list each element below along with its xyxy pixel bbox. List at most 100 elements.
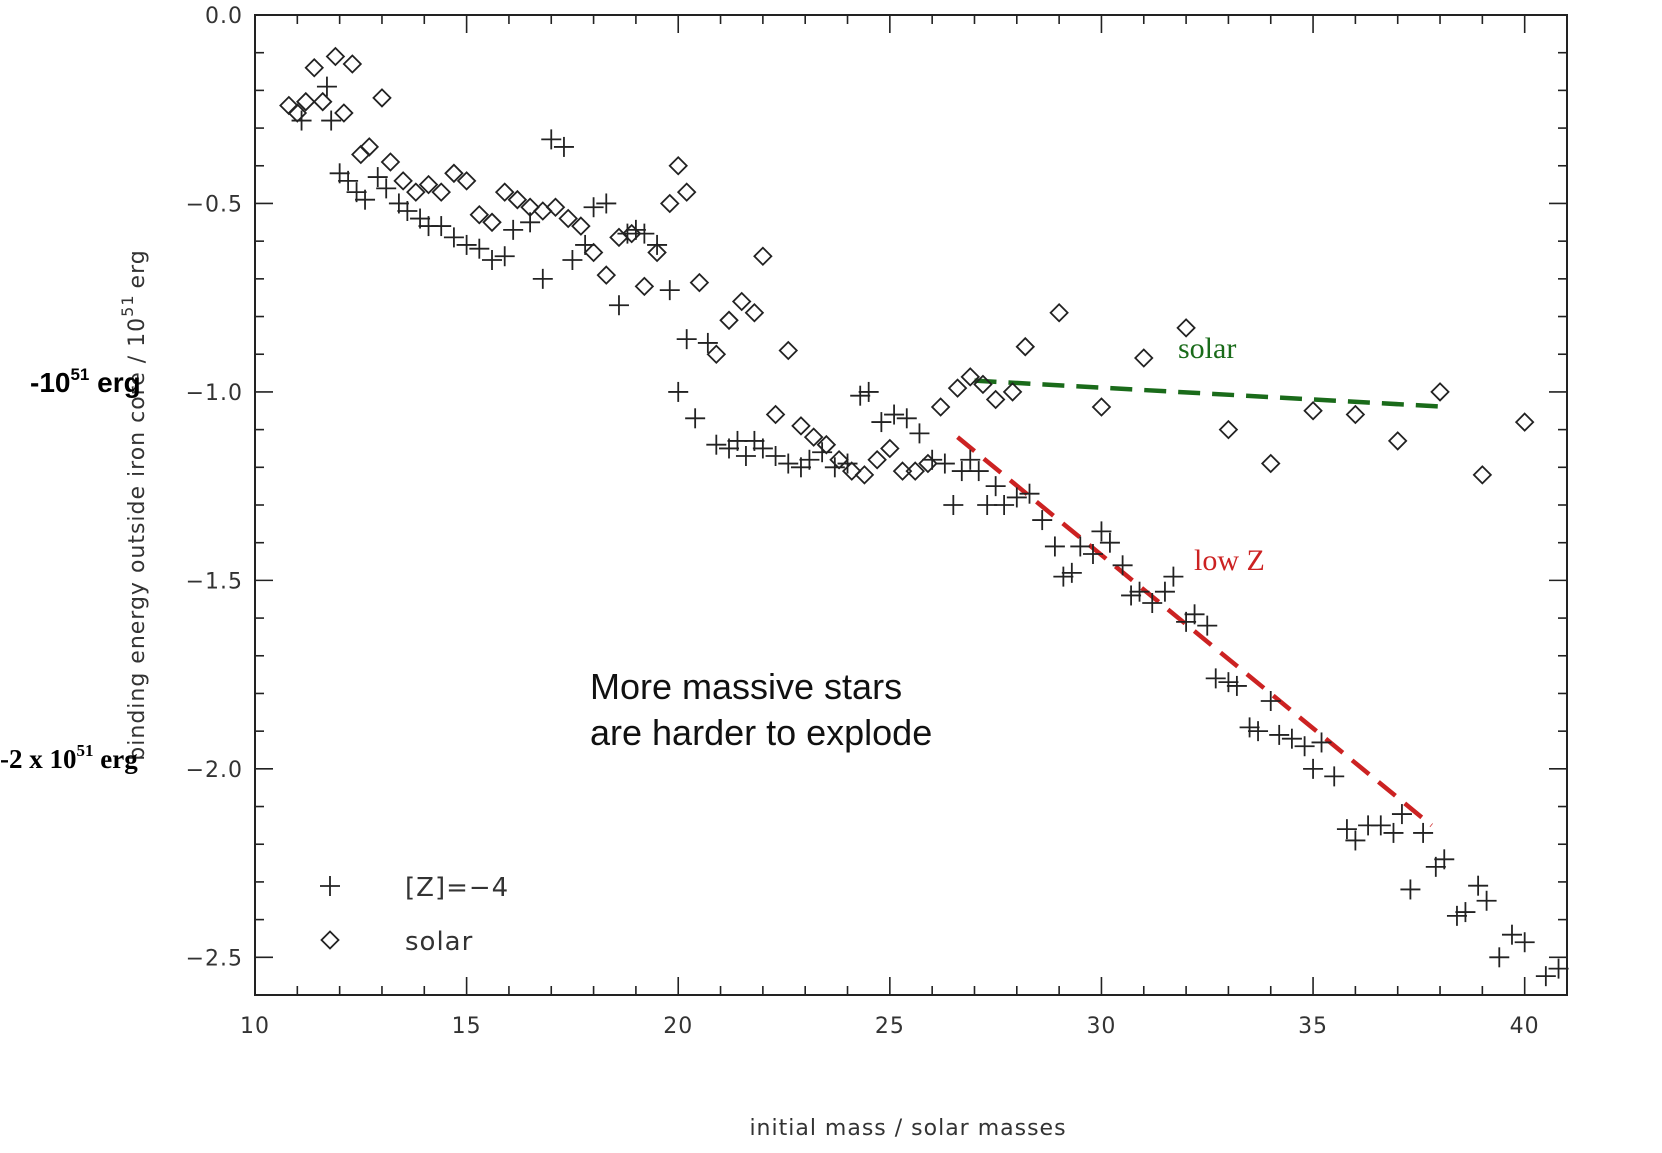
data-point-low-z [1446, 905, 1467, 926]
data-point-low-z [1154, 581, 1175, 602]
data-point-low-z [503, 219, 524, 240]
annotation-line-1: More massive stars [590, 666, 902, 707]
data-point-low-z [765, 446, 786, 466]
y-tick-label: −1.5 [186, 569, 243, 594]
data-point-solar [1218, 419, 1239, 440]
data-point-low-z [1006, 487, 1027, 508]
data-point-low-z [1336, 819, 1357, 840]
data-point-low-z [1383, 822, 1404, 843]
solar-trend-label: solar [1178, 332, 1236, 365]
x-tick-label: 25 [875, 1014, 905, 1039]
label-minus-1e51-erg: -1051 erg [30, 365, 141, 398]
low-z-trend-label: low Z [1194, 544, 1265, 577]
y-axis-title-unit: erg [125, 249, 150, 288]
legend-diamond-icon [320, 930, 340, 950]
data-point-low-z [532, 268, 553, 289]
data-point-low-z [583, 197, 604, 218]
data-point-solar [372, 88, 392, 108]
data-point-solar [791, 416, 811, 436]
axis-ticks [254, 14, 1568, 996]
svg-text:binding energy outside iron co: binding energy outside iron core / 1051 e… [118, 249, 150, 760]
y-tick-labels: 0.0 −0.5 −1.0 −1.5 −2.0 −2.5 [186, 4, 243, 971]
data-point-low-z [1303, 758, 1324, 779]
data-point-solar [558, 208, 578, 229]
data-point-solar [1134, 348, 1154, 368]
data-point-solar [985, 389, 1006, 410]
data-point-solar [947, 378, 968, 398]
data-point-low-z [469, 238, 490, 259]
data-point-solar [1049, 302, 1069, 323]
data-point-low-z [355, 189, 376, 210]
data-point-low-z [968, 461, 989, 482]
data-point-low-z [376, 178, 397, 199]
data-point-low-z [617, 223, 638, 244]
y-axis-title: binding energy outside iron core / 1051 e… [118, 249, 150, 760]
data-point-solar [647, 242, 667, 263]
data-point-solar [1303, 400, 1323, 421]
data-point-solar [689, 272, 710, 293]
x-tick-label: 35 [1298, 1014, 1328, 1039]
data-point-solar [803, 427, 824, 447]
data-markers [279, 46, 1569, 987]
data-point-low-z [1099, 532, 1120, 553]
data-point-low-z [850, 385, 871, 406]
data-point-solar [583, 242, 604, 263]
y-tick-label: −1.0 [186, 381, 243, 406]
data-point-solar [880, 438, 900, 459]
legend-plus-icon [320, 876, 340, 896]
data-point-low-z [1391, 804, 1412, 825]
solar-trend-line [974, 378, 1449, 410]
data-point-solar [706, 344, 727, 365]
data-point-solar [507, 189, 528, 210]
data-point-solar [312, 91, 333, 112]
data-point-low-z [1091, 521, 1112, 542]
data-point-solar [778, 340, 799, 361]
data-point-low-z [697, 332, 718, 353]
data-point-solar [930, 397, 951, 417]
data-point-solar [359, 137, 380, 157]
data-point-solar [469, 204, 490, 225]
data-point-solar [418, 174, 439, 195]
data-point-low-z [977, 495, 998, 515]
legend-label-solar: solar [405, 927, 473, 957]
legend-label-low-z: [Z]=−4 [405, 873, 509, 903]
data-point-low-z [685, 408, 706, 429]
data-point-solar [867, 449, 887, 470]
data-point-low-z [884, 404, 905, 425]
data-point-low-z [1468, 875, 1489, 896]
data-point-low-z [338, 170, 359, 191]
annotation-line-2: are harder to explode [590, 712, 932, 753]
y-tick-label: −2.5 [186, 946, 243, 971]
data-point-low-z [837, 453, 858, 474]
data-point-low-z [909, 423, 930, 444]
data-point-solar [494, 182, 515, 202]
data-point-low-z [1535, 966, 1556, 987]
data-point-solar [431, 182, 451, 202]
data-point-solar [918, 453, 938, 474]
data-point-solar [1002, 382, 1023, 402]
data-point-solar [334, 103, 354, 123]
data-point-solar [973, 374, 993, 395]
data-point-low-z [1082, 544, 1103, 564]
plot-frame [254, 14, 1568, 996]
data-point-low-z [1142, 593, 1163, 613]
data-point-solar [456, 171, 477, 191]
data-point-low-z [1514, 932, 1535, 953]
data-point-low-z [482, 250, 503, 270]
x-tick-label: 30 [1086, 1014, 1116, 1039]
data-point-low-z [1548, 958, 1569, 979]
data-point-low-z [799, 449, 820, 470]
data-point-solar [621, 223, 642, 244]
data-point-solar [304, 57, 325, 78]
data-point-low-z [985, 476, 1006, 497]
data-point-low-z [1434, 849, 1455, 870]
data-point-low-z [1324, 766, 1345, 787]
data-point-solar [634, 276, 655, 297]
data-point-low-z [634, 223, 655, 244]
data-point-solar [482, 212, 502, 233]
data-point-low-z [1163, 566, 1184, 587]
data-point-low-z [727, 430, 748, 451]
data-point-low-z [494, 246, 515, 267]
data-point-low-z [951, 461, 972, 482]
data-point-solar [1387, 431, 1408, 451]
